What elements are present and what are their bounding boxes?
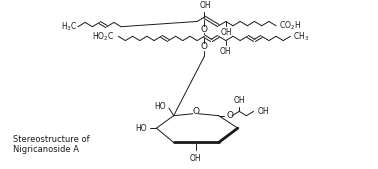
Text: OH: OH: [257, 107, 269, 116]
Text: O: O: [192, 107, 199, 116]
Text: H$_3$C: H$_3$C: [61, 20, 77, 33]
Text: HO: HO: [154, 102, 166, 111]
Text: CH$_3$: CH$_3$: [293, 30, 310, 43]
Text: O: O: [201, 42, 208, 51]
Text: OH: OH: [221, 28, 232, 37]
Text: HO: HO: [135, 124, 147, 133]
Text: O: O: [226, 111, 233, 120]
Text: OH: OH: [200, 2, 211, 10]
Text: O: O: [201, 25, 208, 34]
Text: OH: OH: [220, 47, 232, 56]
Text: OH: OH: [190, 154, 201, 163]
Text: CO$_2$H: CO$_2$H: [279, 19, 301, 32]
Text: OH: OH: [234, 96, 245, 105]
Text: HO$_2$C: HO$_2$C: [92, 30, 115, 43]
Text: Stereostructure of
Nigricanoside A: Stereostructure of Nigricanoside A: [13, 135, 90, 154]
